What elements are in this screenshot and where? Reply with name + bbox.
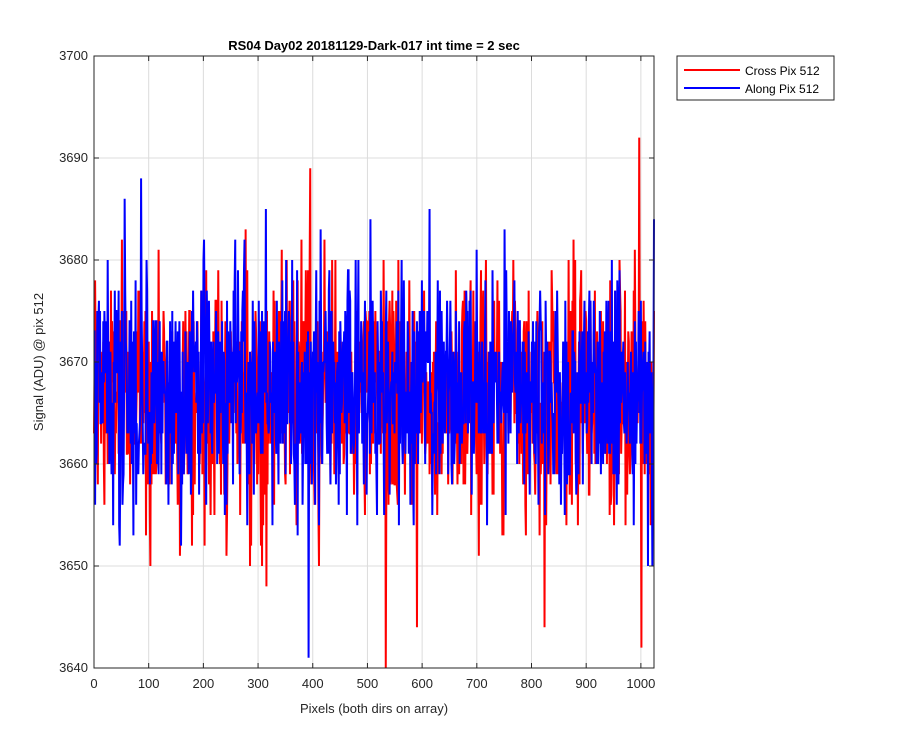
- x-tick-label: 1000: [626, 676, 655, 691]
- x-tick-label: 200: [193, 676, 215, 691]
- y-tick-label: 3670: [59, 354, 88, 369]
- series-layer: [93, 137, 655, 669]
- x-tick-label: 900: [575, 676, 597, 691]
- x-tick-label: 600: [411, 676, 433, 691]
- y-tick-label: 3640: [59, 660, 88, 675]
- y-tick-label: 3660: [59, 456, 88, 471]
- tick-layer: 0 100 200 300 400 500 600 700 800 900 1000 3640 3650…: [59, 48, 655, 691]
- y-tick-label: 3680: [59, 252, 88, 267]
- x-tick-label: 400: [302, 676, 324, 691]
- y-axis-label: Signal (ADU) @ pix 512: [31, 293, 46, 431]
- series-line-along-pix-512: [93, 178, 655, 658]
- legend-label-along: Along Pix 512: [745, 82, 819, 96]
- y-tick-label: 3700: [59, 48, 88, 63]
- legend-label-cross: Cross Pix 512: [745, 64, 820, 78]
- x-tick-label: 300: [247, 676, 269, 691]
- x-axis-label: Pixels (both dirs on array): [300, 701, 448, 716]
- x-tick-label: 100: [138, 676, 160, 691]
- legend-box: [676, 55, 835, 101]
- y-tick-label: 3650: [59, 558, 88, 573]
- chart-title: RS04 Day02 20181129-Dark-017 int time = …: [228, 38, 520, 53]
- x-tick-label: 800: [521, 676, 543, 691]
- y-tick-label: 3690: [59, 150, 88, 165]
- legend: Cross Pix 512 Along Pix 512: [676, 55, 835, 101]
- x-tick-label: 500: [357, 676, 379, 691]
- x-tick-label: 0: [90, 676, 97, 691]
- x-tick-label: 700: [466, 676, 488, 691]
